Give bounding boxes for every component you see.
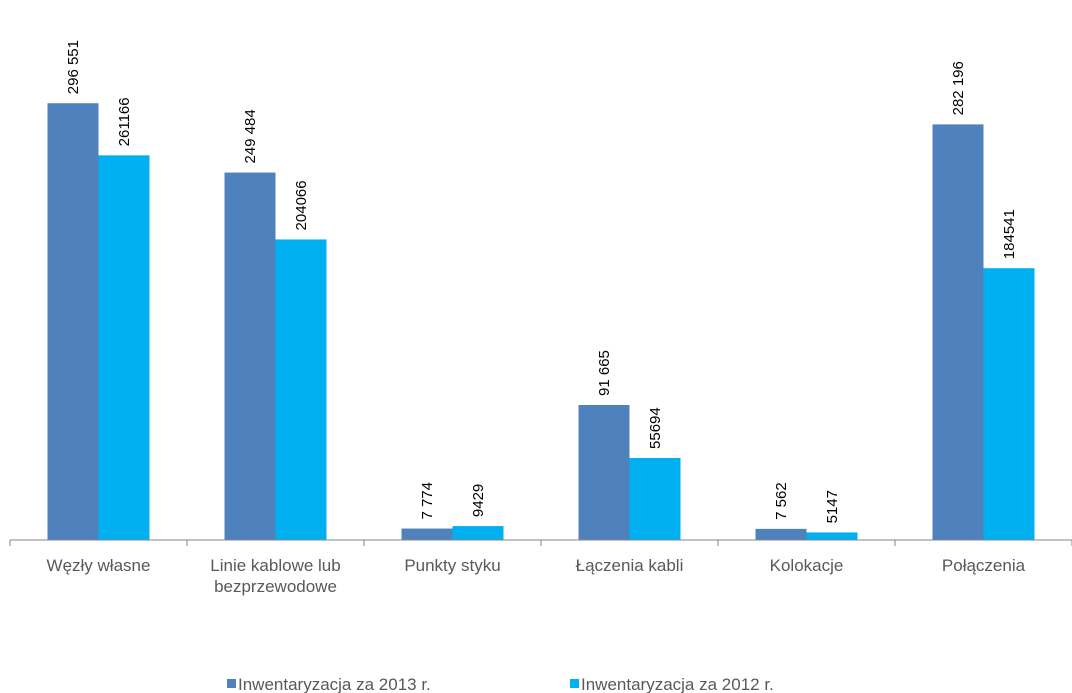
value-label: 55694 bbox=[647, 407, 664, 449]
category-labels-group: Węzły własne Linie kablowe lub bezprzewodo… bbox=[47, 556, 1026, 596]
legend-swatch bbox=[570, 679, 579, 688]
value-label: 261166 bbox=[116, 97, 133, 146]
x-axis bbox=[9, 539, 1072, 546]
bar-2013-5 bbox=[932, 124, 984, 540]
bars-group bbox=[47, 103, 1035, 540]
category-label: Węzły własne bbox=[47, 556, 151, 575]
bar-2012-0 bbox=[98, 155, 150, 540]
bar-2012-5 bbox=[983, 268, 1035, 540]
value-label: 296 551 bbox=[65, 40, 82, 94]
bar-2013-2 bbox=[401, 528, 453, 540]
value-label: 282 196 bbox=[950, 61, 967, 115]
category-label: Połączenia bbox=[942, 556, 1026, 575]
value-label: 91 665 bbox=[596, 350, 613, 396]
legend-label: Inwentaryzacja za 2013 r. bbox=[238, 675, 431, 693]
bar-2013-1 bbox=[224, 172, 276, 540]
value-label: 204066 bbox=[293, 180, 310, 230]
category-label: Łączenia kabli bbox=[576, 556, 684, 575]
value-label: 249 484 bbox=[242, 109, 259, 163]
category-label: Kolokacje bbox=[770, 556, 844, 575]
value-label: 7 562 bbox=[773, 482, 790, 520]
bar-2012-2 bbox=[452, 526, 504, 540]
legend-swatch bbox=[227, 679, 236, 688]
legend: Inwentaryzacja za 2013 r. Inwentaryzacja … bbox=[227, 675, 774, 693]
bar-2012-3 bbox=[629, 457, 681, 540]
legend-label: Inwentaryzacja za 2012 r. bbox=[581, 675, 774, 693]
category-label: Linie kablowe lub bezprzewodowe bbox=[210, 556, 340, 596]
value-label: 7 774 bbox=[419, 482, 436, 520]
bar-2013-3 bbox=[578, 404, 630, 540]
value-label: 9429 bbox=[470, 484, 487, 517]
value-label: 184541 bbox=[1001, 209, 1018, 259]
bar-2012-4 bbox=[806, 532, 858, 540]
value-labels-group: 296 551 261166 249 484 204066 7 774 9429 91 66… bbox=[65, 40, 1018, 523]
bar-2013-4 bbox=[755, 528, 807, 540]
bar-2013-0 bbox=[47, 103, 99, 540]
bar-2012-1 bbox=[275, 239, 327, 540]
category-label: Punkty styku bbox=[404, 556, 500, 575]
value-label: 5147 bbox=[824, 490, 841, 523]
